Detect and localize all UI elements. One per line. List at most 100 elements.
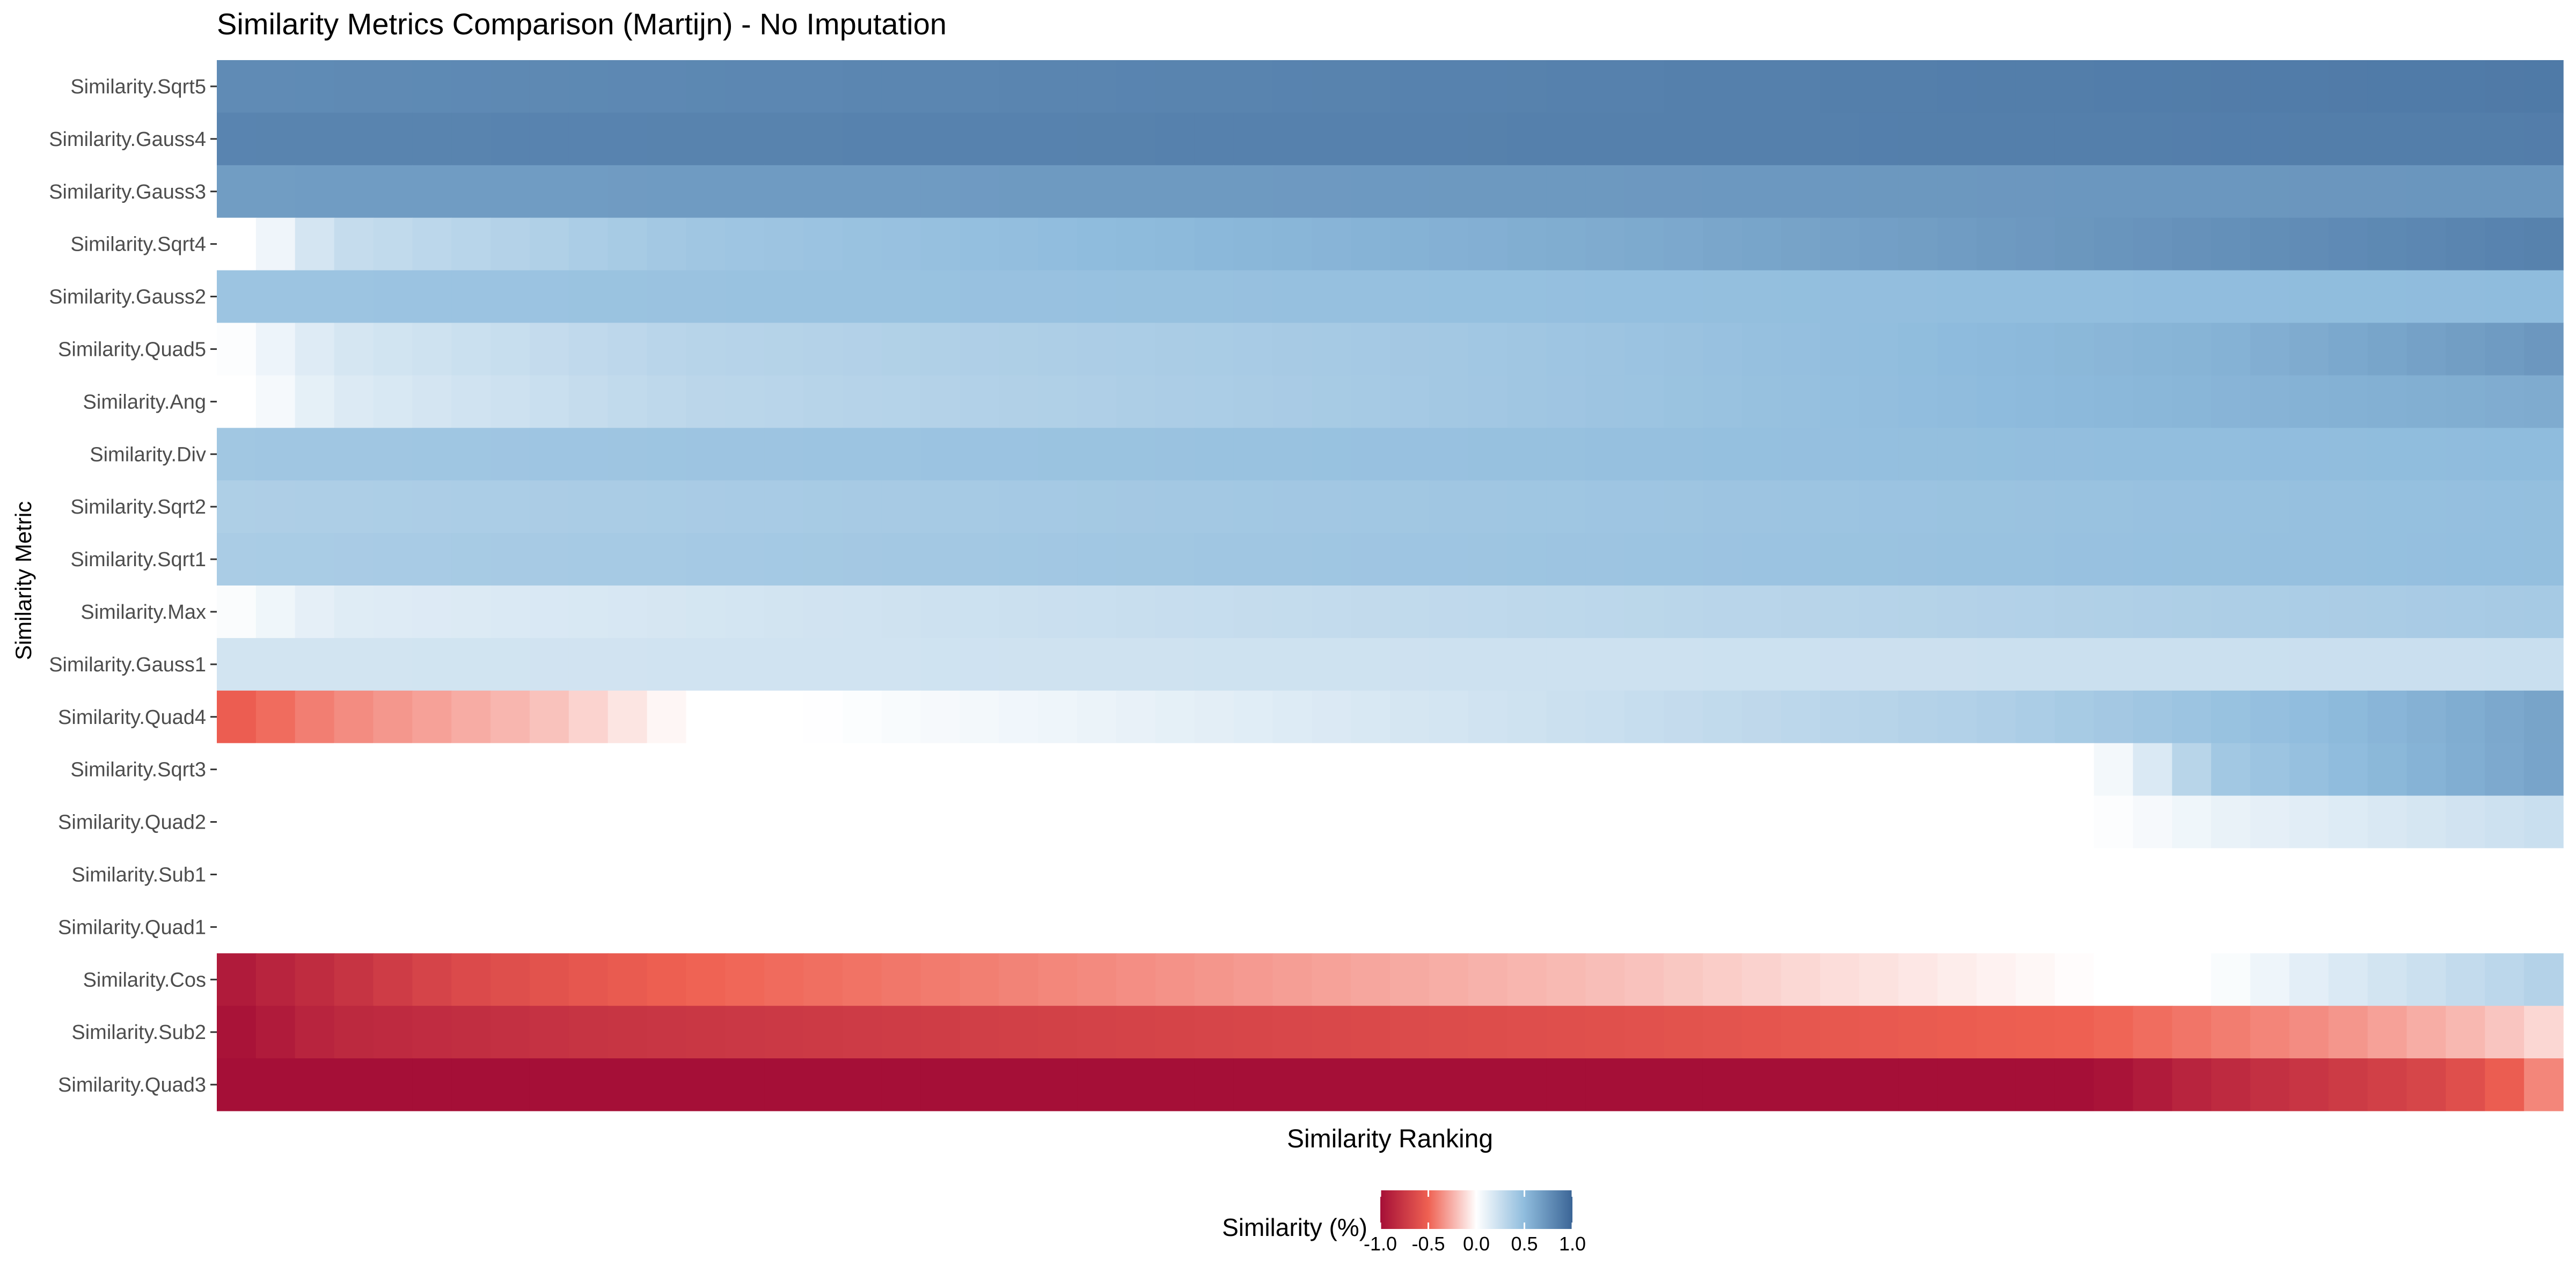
heatmap-cell: [2133, 217, 2173, 271]
heatmap-cell: [608, 428, 648, 481]
heatmap-cell: [2367, 795, 2407, 848]
heatmap-cell: [491, 480, 530, 533]
heatmap-cell: [217, 217, 257, 271]
heatmap-cell: [1194, 375, 1234, 428]
heatmap-cell: [2250, 217, 2290, 271]
heatmap-cell: [2328, 428, 2368, 481]
heatmap-cell: [1390, 1058, 1430, 1111]
heatmap-cell: [960, 112, 1000, 166]
heatmap-cell: [764, 848, 804, 901]
heatmap-cell: [2054, 953, 2095, 1006]
heatmap-cell: [2446, 165, 2486, 218]
heatmap-cell: [373, 270, 413, 323]
heatmap-cell: [2367, 60, 2407, 113]
heatmap-cell: [1351, 743, 1391, 796]
heatmap-cell: [1741, 60, 1782, 113]
heatmap-cell: [2485, 1006, 2524, 1059]
heatmap-cell: [1468, 743, 1508, 796]
heatmap-cell: [1194, 690, 1234, 744]
heatmap-cell: [2054, 1006, 2095, 1059]
heatmap-cell: [255, 901, 296, 954]
y-tick-label: Similarity.Quad1: [58, 916, 206, 939]
heatmap-cell: [686, 60, 726, 113]
heatmap-cell: [1937, 323, 1977, 376]
heatmap-cell: [2328, 795, 2368, 848]
heatmap-cell: [2328, 480, 2368, 533]
heatmap-cell: [999, 165, 1038, 218]
heatmap-cell: [842, 795, 882, 848]
heatmap-cell: [1155, 586, 1195, 639]
heatmap-cell: [1155, 112, 1195, 166]
heatmap-cell: [255, 165, 296, 218]
heatmap-cell: [1664, 953, 1703, 1006]
heatmap-cell: [1194, 953, 1234, 1006]
heatmap-cell: [1233, 743, 1274, 796]
heatmap-cell: [1116, 743, 1156, 796]
heatmap-row: [217, 60, 2564, 113]
heatmap-cell: [2250, 901, 2290, 954]
heatmap-cell: [1898, 953, 1938, 1006]
heatmap-cell: [2485, 270, 2524, 323]
heatmap-row: [217, 848, 2564, 901]
heatmap-cell: [568, 848, 609, 901]
heatmap-cell: [1585, 638, 1625, 691]
heatmap-cell: [2250, 848, 2290, 901]
heatmap-cell: [1898, 428, 1938, 481]
heatmap-cell: [1585, 848, 1625, 901]
heatmap-cell: [1429, 795, 1469, 848]
heatmap-cell: [686, 270, 726, 323]
heatmap-cell: [1781, 217, 1821, 271]
heatmap-cell: [647, 690, 687, 744]
heatmap-cell: [842, 638, 882, 691]
heatmap-cell: [1390, 953, 1430, 1006]
heatmap-cell: [529, 428, 569, 481]
heatmap-cell: [2406, 60, 2447, 113]
heatmap-cell: [725, 795, 765, 848]
heatmap-cell: [2367, 953, 2407, 1006]
heatmap-cell: [568, 1058, 609, 1111]
heatmap-cell: [1702, 586, 1743, 639]
heatmap-cell: [1624, 112, 1664, 166]
heatmap-cell: [842, 112, 882, 166]
heatmap-cell: [1507, 533, 1547, 586]
heatmap-cell: [1546, 270, 1586, 323]
heatmap-cell: [1233, 165, 1274, 218]
heatmap-cell: [2289, 1006, 2329, 1059]
heatmap-cell: [1038, 323, 1078, 376]
heatmap-cell: [451, 638, 491, 691]
heatmap-cell: [1468, 375, 1508, 428]
heatmap-cell: [2328, 848, 2368, 901]
heatmap-cell: [1820, 428, 1860, 481]
heatmap-cell: [451, 533, 491, 586]
heatmap-cell: [2367, 480, 2407, 533]
heatmap-cell: [1741, 901, 1782, 954]
heatmap-cell: [1977, 638, 2016, 691]
heatmap-cell: [2250, 480, 2290, 533]
heatmap-cell: [2094, 638, 2134, 691]
heatmap-cell: [529, 533, 569, 586]
heatmap-cell: [2250, 165, 2290, 218]
heatmap-cell: [1038, 428, 1078, 481]
heatmap-cell: [608, 1006, 648, 1059]
heatmap-cell: [373, 480, 413, 533]
heatmap-cell: [2094, 428, 2134, 481]
heatmap-cell: [1351, 428, 1391, 481]
heatmap-cell: [1390, 375, 1430, 428]
heatmap-cell: [217, 323, 257, 376]
heatmap-cell: [764, 1006, 804, 1059]
heatmap-cell: [1038, 60, 1078, 113]
heatmap-cell: [1155, 165, 1195, 218]
heatmap-cell: [764, 480, 804, 533]
heatmap-cell: [764, 533, 804, 586]
heatmap-cell: [1507, 165, 1547, 218]
heatmap-cell: [2250, 270, 2290, 323]
heatmap-cell: [1937, 1006, 1977, 1059]
heatmap-cell: [1820, 217, 1860, 271]
heatmap-cell: [1468, 638, 1508, 691]
heatmap-cell: [1702, 112, 1743, 166]
heatmap-cell: [1272, 901, 1313, 954]
heatmap-cell: [1194, 60, 1234, 113]
heatmap-cell: [1702, 690, 1743, 744]
heatmap-cell: [568, 217, 609, 271]
heatmap-cell: [686, 375, 726, 428]
